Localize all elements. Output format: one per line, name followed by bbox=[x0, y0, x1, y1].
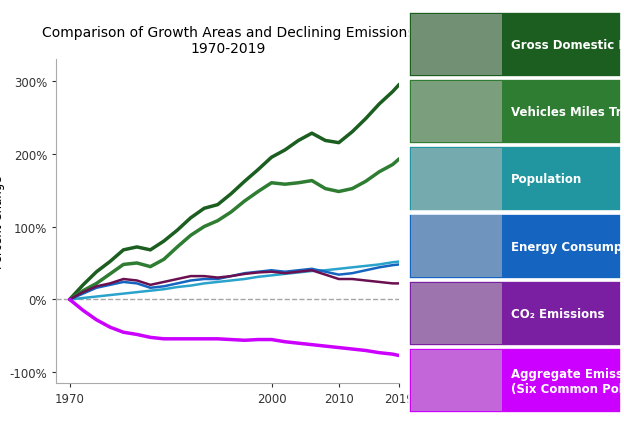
Text: Population: Population bbox=[510, 173, 582, 186]
Title: Comparison of Growth Areas and Declining Emissions
1970-2019: Comparison of Growth Areas and Declining… bbox=[42, 26, 414, 56]
Text: Vehicles Miles Traveled: Vehicles Miles Traveled bbox=[510, 106, 624, 119]
Text: Gross Domestic Product: Gross Domestic Product bbox=[510, 39, 624, 52]
Y-axis label: Percent Change: Percent Change bbox=[0, 175, 5, 268]
Text: Energy Consumption: Energy Consumption bbox=[510, 240, 624, 253]
Text: CO₂ Emissions: CO₂ Emissions bbox=[510, 307, 604, 320]
Text: Aggregate Emissions
(Six Common Pollutants): Aggregate Emissions (Six Common Pollutan… bbox=[510, 367, 624, 395]
